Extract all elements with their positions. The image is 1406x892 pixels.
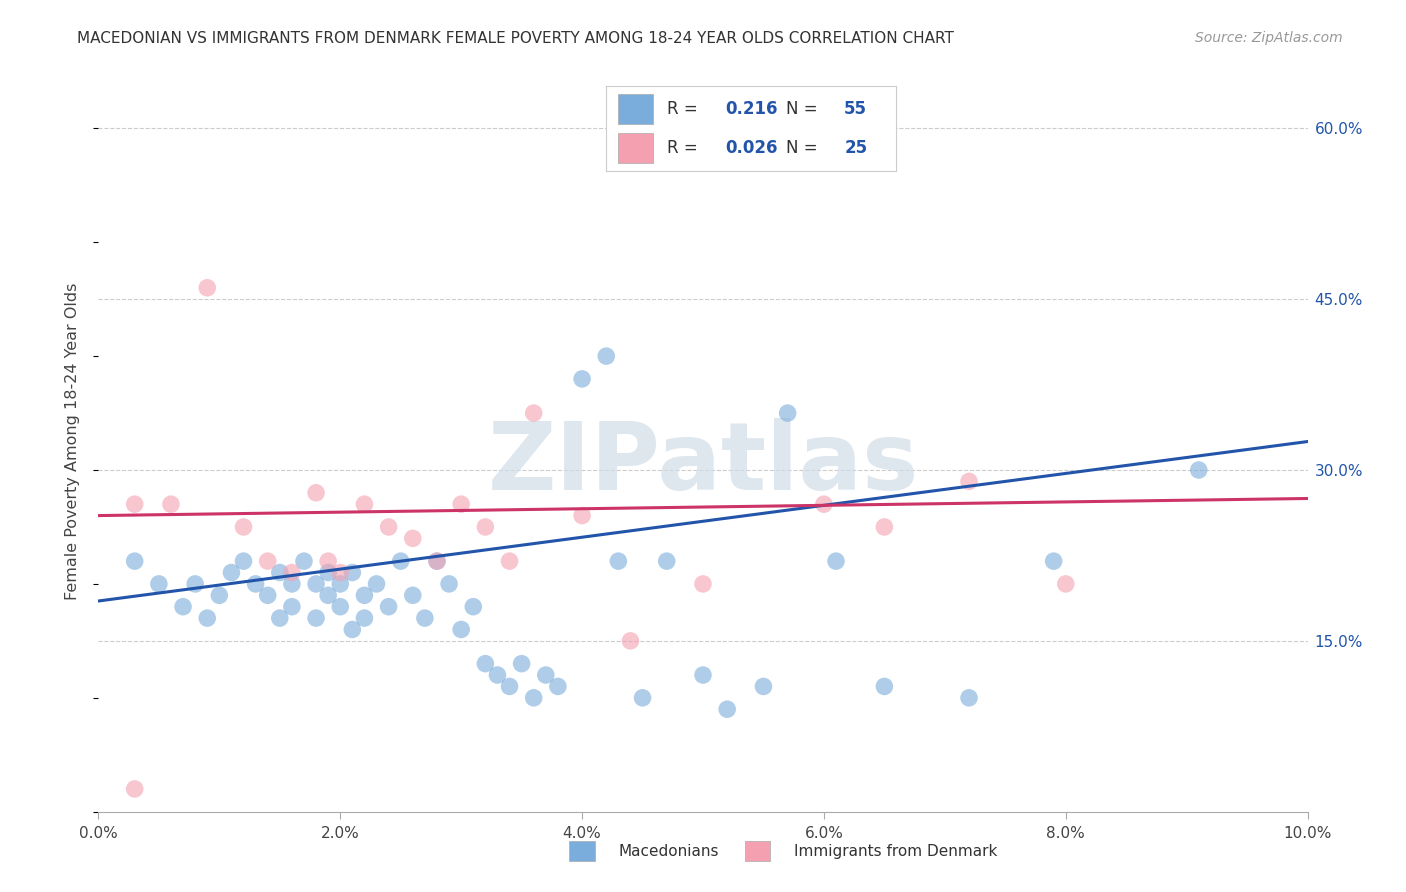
Text: ZIPatlas: ZIPatlas — [488, 417, 918, 509]
Point — [631, 690, 654, 705]
Point — [957, 475, 980, 489]
Point — [655, 554, 678, 568]
Point — [124, 497, 146, 511]
Text: Macedonians: Macedonians — [619, 845, 718, 859]
Point — [148, 577, 170, 591]
Point — [607, 554, 630, 568]
Point — [208, 588, 231, 602]
Text: Source: ZipAtlas.com: Source: ZipAtlas.com — [1195, 31, 1343, 45]
Point — [316, 566, 339, 580]
Point — [413, 611, 436, 625]
Point — [486, 668, 509, 682]
Point — [813, 497, 835, 511]
Point — [281, 566, 304, 580]
Point — [342, 623, 364, 637]
Point — [402, 588, 425, 602]
Point — [474, 657, 496, 671]
Point — [825, 554, 848, 568]
Point — [329, 566, 352, 580]
Point — [450, 623, 472, 637]
Point — [195, 611, 218, 625]
Point — [221, 566, 243, 580]
Y-axis label: Female Poverty Among 18-24 Year Olds: Female Poverty Among 18-24 Year Olds — [65, 283, 80, 600]
Point — [316, 554, 339, 568]
Point — [510, 657, 533, 671]
Point — [619, 633, 641, 648]
Point — [124, 554, 146, 568]
Point — [172, 599, 194, 614]
Point — [752, 680, 775, 694]
Point — [195, 281, 218, 295]
Point — [160, 497, 183, 511]
Point — [353, 588, 375, 602]
Point — [402, 532, 425, 546]
Point — [523, 690, 546, 705]
Text: Immigrants from Denmark: Immigrants from Denmark — [794, 845, 998, 859]
Point — [1054, 577, 1077, 591]
Point — [305, 611, 328, 625]
Point — [957, 690, 980, 705]
Point — [292, 554, 315, 568]
Point — [474, 520, 496, 534]
Point — [366, 577, 388, 591]
Point — [377, 599, 399, 614]
Point — [256, 588, 278, 602]
Point — [1042, 554, 1064, 568]
Point — [498, 680, 520, 694]
Point — [305, 485, 328, 500]
Point — [776, 406, 799, 420]
Point — [184, 577, 207, 591]
Point — [571, 508, 593, 523]
Point — [377, 520, 399, 534]
Point — [305, 577, 328, 591]
Point — [342, 566, 364, 580]
Point — [595, 349, 617, 363]
Point — [692, 577, 714, 591]
Point — [353, 497, 375, 511]
Text: MACEDONIAN VS IMMIGRANTS FROM DENMARK FEMALE POVERTY AMONG 18-24 YEAR OLDS CORRE: MACEDONIAN VS IMMIGRANTS FROM DENMARK FE… — [77, 31, 955, 46]
Point — [571, 372, 593, 386]
Point — [426, 554, 449, 568]
Point — [269, 611, 291, 625]
Point — [353, 611, 375, 625]
Point — [245, 577, 267, 591]
Point — [269, 566, 291, 580]
Point — [437, 577, 460, 591]
Point — [547, 680, 569, 694]
Point — [281, 599, 304, 614]
Point — [692, 668, 714, 682]
Point — [124, 781, 146, 796]
Point — [873, 520, 896, 534]
Point — [316, 588, 339, 602]
Point — [716, 702, 738, 716]
Point — [450, 497, 472, 511]
Point — [329, 577, 352, 591]
Point — [256, 554, 278, 568]
Point — [523, 406, 546, 420]
Point — [873, 680, 896, 694]
Point — [281, 577, 304, 591]
Point — [232, 554, 254, 568]
Point — [498, 554, 520, 568]
Point — [426, 554, 449, 568]
Point — [534, 668, 557, 682]
Point — [232, 520, 254, 534]
Point — [389, 554, 412, 568]
Point — [329, 599, 352, 614]
Point — [1188, 463, 1211, 477]
Point — [463, 599, 485, 614]
